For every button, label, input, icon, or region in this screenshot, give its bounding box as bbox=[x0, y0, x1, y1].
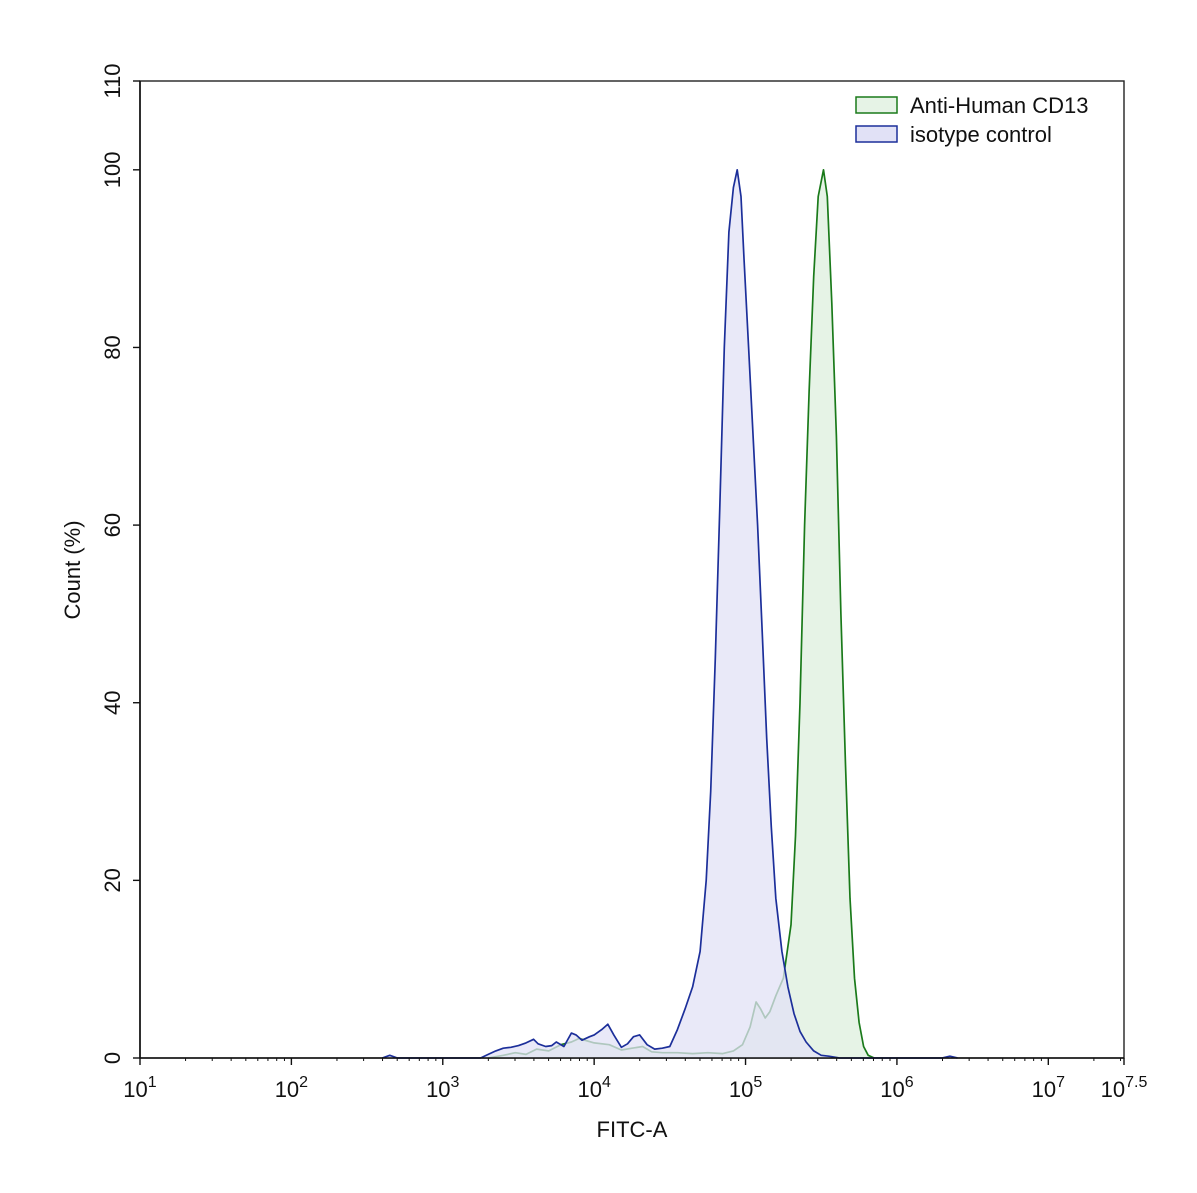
legend-label-anti-human-cd13: Anti-Human CD13 bbox=[910, 93, 1089, 118]
legend-label-isotype-control: isotype control bbox=[910, 122, 1052, 147]
x-axis-label: FITC-A bbox=[597, 1117, 668, 1142]
series-area-anti-human-cd13 bbox=[488, 169, 875, 1059]
x-tick-label: 106 bbox=[880, 1074, 913, 1102]
x-tick-label: 104 bbox=[577, 1074, 610, 1102]
plot-border bbox=[139, 80, 1125, 1059]
y-tick-label: 0 bbox=[100, 1052, 125, 1064]
axes-layer: 101 102 103 104 105 106 107 107.5 0 20 40 60 80 100 11… bbox=[100, 63, 1147, 1102]
x-tick-label: 107 bbox=[1032, 1074, 1065, 1102]
legend-swatch-isotype-control bbox=[855, 125, 898, 143]
series-line-isotype-control bbox=[381, 168, 958, 1059]
y-tick-label: 110 bbox=[100, 63, 125, 98]
y-tick-label: 60 bbox=[100, 513, 125, 537]
x-tick-label: 102 bbox=[275, 1074, 308, 1102]
y-tick-label: 40 bbox=[100, 690, 125, 714]
x-tick-label: 103 bbox=[426, 1074, 459, 1102]
series-area-isotype-control bbox=[382, 169, 958, 1059]
plot-frame bbox=[139, 80, 1125, 1059]
x-tick-label: 105 bbox=[729, 1074, 762, 1102]
x-tick-label: 101 bbox=[123, 1074, 156, 1102]
legend-swatch-anti-human-cd13 bbox=[855, 96, 898, 114]
y-tick-label: 100 bbox=[100, 151, 125, 188]
y-tick-label: 80 bbox=[100, 335, 125, 359]
x-tick-label: 107.5 bbox=[1101, 1074, 1148, 1102]
y-axis-label: Count (%) bbox=[60, 520, 85, 619]
legend: Anti-Human CD13 isotype control bbox=[855, 93, 1089, 147]
y-tick-label: 20 bbox=[100, 868, 125, 892]
series-layer bbox=[381, 168, 958, 1059]
